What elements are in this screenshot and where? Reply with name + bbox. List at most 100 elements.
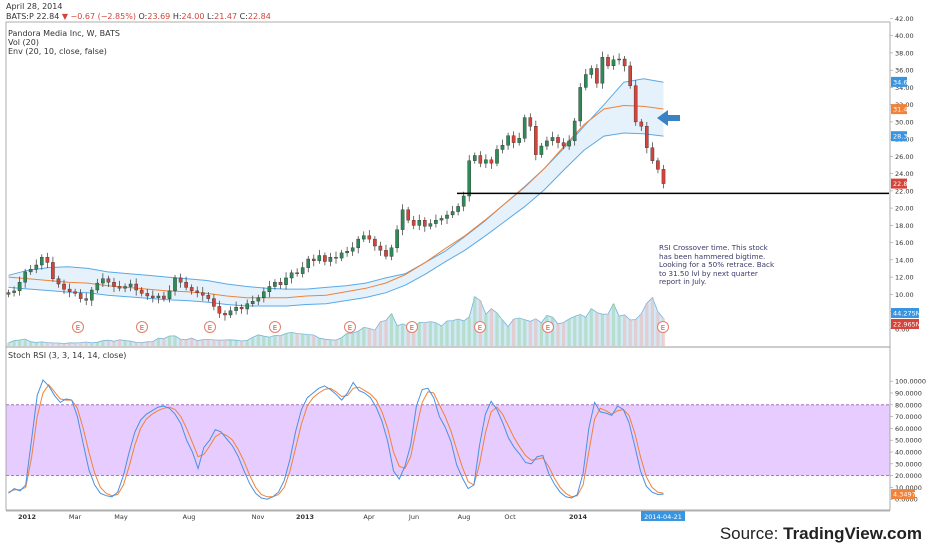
volume-bar <box>84 342 88 346</box>
volume-bar <box>539 322 543 346</box>
candlesticks <box>6 51 666 321</box>
candle-body <box>661 169 666 184</box>
earnings-circle <box>72 321 84 333</box>
volume-bar <box>51 342 55 346</box>
candle-body <box>572 120 577 141</box>
candle-body <box>622 58 627 67</box>
volume-bar <box>190 338 194 346</box>
volume-bar <box>401 323 405 346</box>
price-tick-label: 12.00 <box>895 274 914 282</box>
volume-area <box>8 296 664 346</box>
candle-body <box>506 135 510 146</box>
x-tick-label: Oct <box>504 513 516 521</box>
price-tick-label: 24.00 <box>895 170 914 178</box>
chart-frame <box>5 21 891 511</box>
x-cursor-label: 2014-04-21 <box>644 513 682 521</box>
price-tick-label: 42.00 <box>895 15 914 23</box>
price-tag <box>891 178 907 189</box>
candle-body <box>228 310 233 316</box>
candle-body <box>12 290 16 293</box>
x-tick-label: May <box>114 513 128 521</box>
high-value: 24.00 <box>181 12 205 21</box>
volume-bar <box>62 343 66 346</box>
volume-bar <box>173 335 177 346</box>
price-tick-label: 20.00 <box>895 205 914 213</box>
volume-bar <box>306 334 310 346</box>
candle-body <box>356 238 361 248</box>
candle-body <box>217 306 222 314</box>
volume-bar <box>439 326 444 346</box>
x-cursor-tag <box>641 511 685 521</box>
candle-body <box>500 144 505 150</box>
candle-body <box>128 283 133 287</box>
candle-body <box>645 125 649 148</box>
volume-bar <box>328 339 332 346</box>
volume-bar <box>129 341 133 346</box>
candle-body <box>406 209 411 221</box>
candle-body <box>650 147 655 161</box>
candle-body <box>200 292 205 296</box>
candle-body <box>334 257 338 259</box>
earnings-circle <box>542 321 554 333</box>
volume-bar <box>234 340 238 346</box>
x-tick-label: Nov <box>252 513 265 521</box>
volume-bar <box>6 342 11 346</box>
volume-bar <box>495 313 499 346</box>
candle-body <box>295 272 299 274</box>
volume-bar <box>301 334 305 346</box>
candle-body <box>461 195 466 207</box>
candle-body <box>434 219 438 224</box>
earnings-marker: E <box>72 321 84 333</box>
candle-body <box>606 57 610 67</box>
volume-bar <box>584 317 588 346</box>
volume-bar <box>45 342 49 346</box>
volume-bar <box>512 319 516 346</box>
earnings-marker: E <box>136 321 148 333</box>
volume-bar <box>650 297 654 346</box>
volume-bar <box>123 340 127 346</box>
stoch-tick-label: 50.0000 <box>895 437 922 445</box>
candle-body <box>206 295 211 299</box>
earnings-letter: E <box>546 324 550 332</box>
candle-body <box>367 235 372 240</box>
volume-bar <box>639 313 643 346</box>
candle-body <box>339 252 344 259</box>
candle-body <box>328 257 333 262</box>
candle-body <box>278 282 283 286</box>
price-tick-label: 14.00 <box>895 256 914 264</box>
stoch-tick-label: 90.0000 <box>895 390 922 398</box>
price-tag <box>891 104 907 115</box>
volume-bar <box>101 340 105 346</box>
candle-body <box>467 160 472 197</box>
volume-tag-label: 44.275M <box>893 310 921 318</box>
candle-body <box>534 125 538 155</box>
volume-bar <box>595 312 599 346</box>
volume-bar <box>567 319 571 346</box>
envelope-basis <box>8 104 664 299</box>
price-tick-label: 10.00 <box>895 291 914 299</box>
volume-bar <box>500 320 505 346</box>
volume-bar <box>428 321 432 346</box>
volume-bar <box>134 342 138 346</box>
volume-bar <box>195 340 199 346</box>
volume-bar <box>68 342 72 346</box>
envelope-lower <box>8 132 664 307</box>
volume-bar <box>140 342 144 346</box>
volume-bar <box>523 319 527 346</box>
candle-body <box>234 307 238 311</box>
volume-bar <box>251 337 255 346</box>
earnings-circle <box>344 321 356 333</box>
candle-body <box>139 289 144 294</box>
volume-bar <box>473 296 477 346</box>
candle-body <box>45 257 50 263</box>
volume-bar <box>356 331 360 346</box>
envelope-band <box>8 78 664 307</box>
volume-bar <box>445 321 449 346</box>
candle-body <box>134 283 139 291</box>
volume-bar <box>240 341 244 346</box>
price-tick-label: 16.00 <box>895 239 914 247</box>
candle-body <box>73 291 77 294</box>
candle-body <box>439 218 444 221</box>
candle-body <box>123 286 127 289</box>
